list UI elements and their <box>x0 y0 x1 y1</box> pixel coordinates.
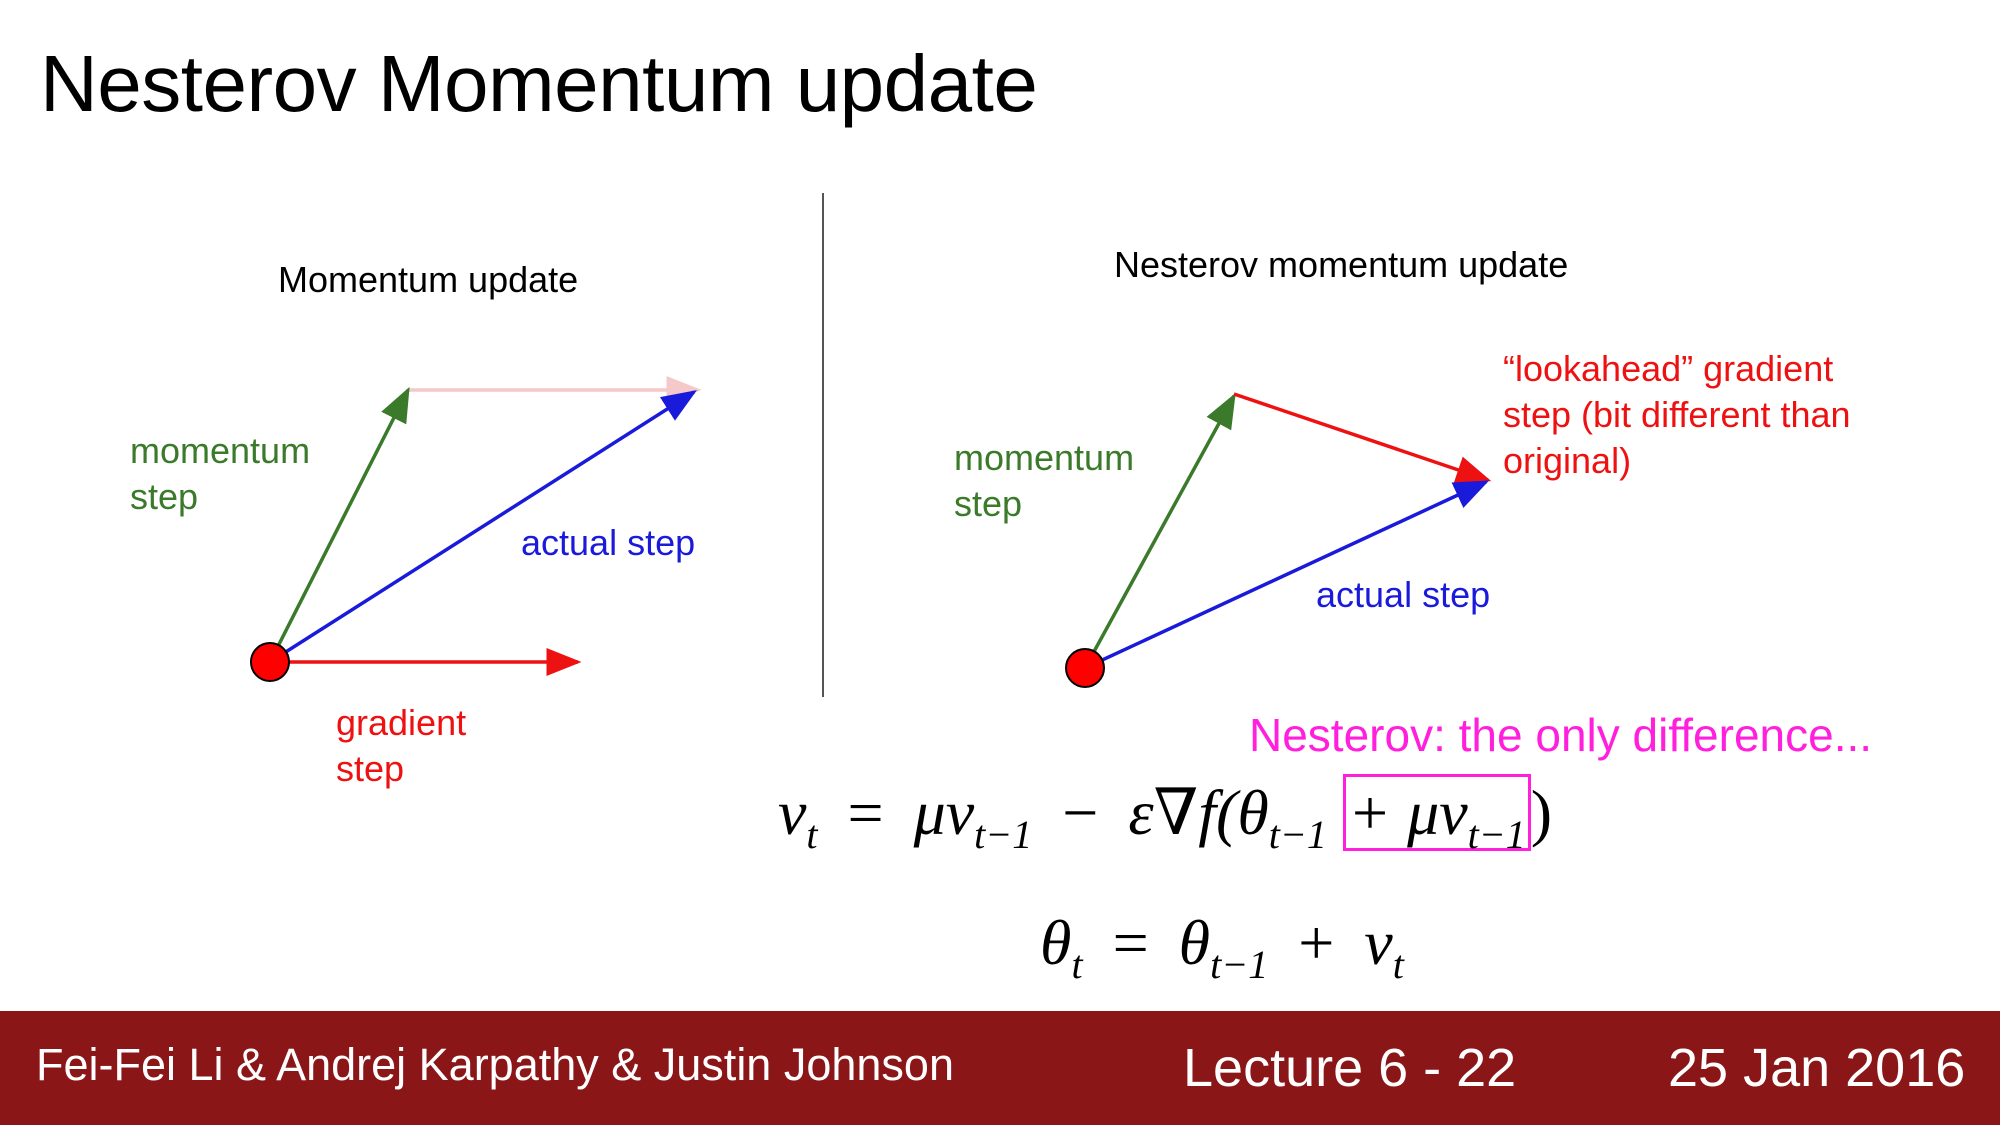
right-actual-arrow <box>1084 480 1490 670</box>
right-start-point <box>1065 648 1105 688</box>
footer-lecture: Lecture 6 - 22 <box>1183 1038 1517 1098</box>
left-actual-label: actual step <box>521 522 696 563</box>
right-actual-label: actual step <box>1316 574 1491 615</box>
left-gradient-label: gradient step <box>336 702 467 789</box>
velocity-update-equation: vt = μvt−1 − ε∇f(θt−1 + μvt−1) <box>778 774 1552 858</box>
nesterov-note: Nesterov: the only difference... <box>1249 709 1873 761</box>
vector-diagram <box>250 193 1492 697</box>
left-start-point <box>250 642 290 682</box>
left-momentum-arrow <box>268 386 410 663</box>
lookahead-highlight-box: + μvt−1 <box>1342 774 1531 857</box>
slide-title: Nesterov Momentum update <box>40 39 1038 128</box>
right-panel-title: Nesterov momentum update <box>1114 244 1569 285</box>
right-momentum-label: momentum step <box>954 437 1135 524</box>
left-panel-title: Momentum update <box>278 259 579 300</box>
left-actual-arrow <box>269 390 697 664</box>
left-momentum-label: momentum step <box>130 430 311 517</box>
right-momentum-arrow <box>1083 392 1236 669</box>
footer-date: 25 Jan 2016 <box>1668 1038 1966 1098</box>
slide-footer: Fei-Fei Li & Andrej Karpathy & Justin Jo… <box>0 1011 2000 1125</box>
parameter-update-equation: θt = θt−1 + vt <box>1040 907 1404 987</box>
footer-authors: Fei-Fei Li & Andrej Karpathy & Justin Jo… <box>36 1039 954 1090</box>
right-lookahead-gradient-arrow <box>1233 392 1492 484</box>
right-lookahead-label: “lookahead” gradient step (bit different… <box>1503 348 1851 481</box>
